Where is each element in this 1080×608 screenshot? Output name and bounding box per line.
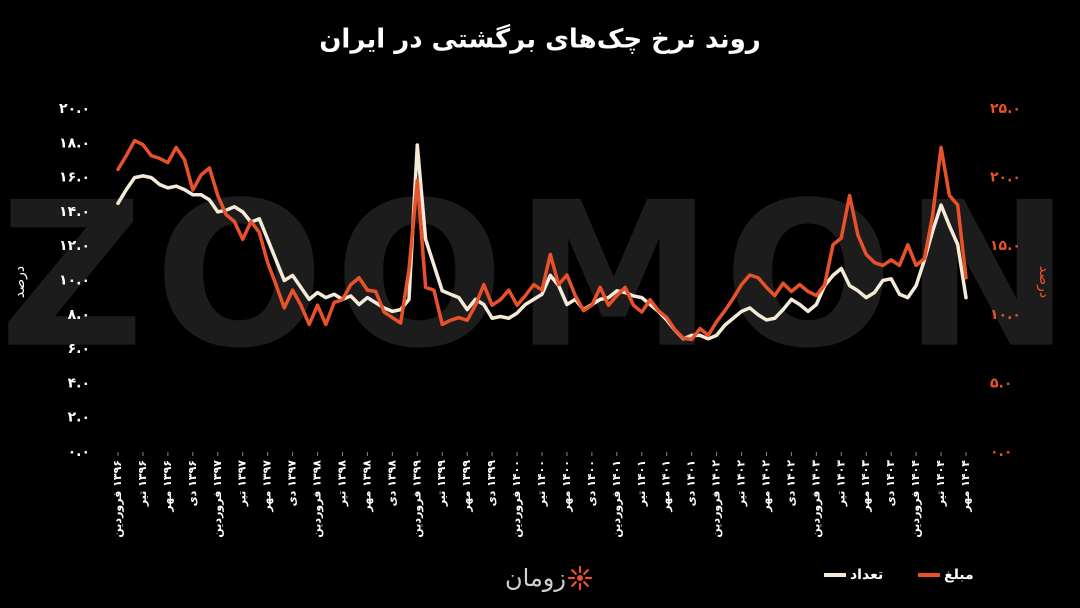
x-tick-label: ۱۴۰۱ فروردین (610, 460, 623, 538)
y-tick-label: ۱۰.۰ (59, 273, 90, 289)
y-tick-label: ۸.۰ (68, 307, 90, 323)
x-tick-label: ۱۳۹۸ دی (385, 460, 398, 507)
y2-axis-title: درصد (1036, 266, 1052, 298)
x-tick-label: ۱۴۰۴ تیر (934, 460, 947, 507)
y-tick-label: ۶.۰ (68, 341, 90, 357)
y-tick-label: ۱۴.۰ (59, 204, 90, 220)
y2-tick-label: ۲۵.۰ (990, 101, 1021, 117)
brand-logo (567, 565, 593, 591)
x-tick-label: ۱۴۰۱ دی (685, 460, 698, 506)
x-tick-label: ۱۳۹۶ دی (186, 460, 199, 506)
x-tick-label: ۱۴۰۱ تیر (635, 460, 648, 507)
y-tick-label: ۰.۰ (68, 444, 90, 460)
x-tick-label: ۱۴۰۰ مهر (560, 460, 573, 513)
x-tick-label: ۱۴۰۴ مهر (959, 460, 972, 513)
y-tick-label: ۲.۰ (68, 410, 90, 426)
y2-tick-label: ۵.۰ (990, 375, 1012, 391)
x-tick-label: ۱۴۰۳ تیر (834, 460, 847, 507)
y-tick-label: ۱۲.۰ (59, 238, 90, 254)
series-line (116, 138, 968, 342)
x-tick-label: ۱۳۹۷ دی (286, 460, 299, 507)
logo-rays (567, 565, 593, 591)
logo-dot (577, 575, 583, 581)
x-tick-label: ۱۴۰۴ فروردین (909, 460, 922, 538)
x-tick-label: ۱۳۹۸ تیر (335, 460, 348, 507)
brand-name: زومان (505, 564, 566, 592)
y-axis-title: درصد (12, 266, 28, 298)
y2-tick-label: ۱۰.۰ (990, 307, 1021, 323)
x-tick-label: ۱۴۰۰ فروردین (510, 460, 523, 538)
x-tick-label: ۱۳۹۷ مهر (261, 460, 274, 513)
x-tick-label: ۱۴۰۱ مهر (660, 460, 673, 513)
x-tick-label: ۱۳۹۸ فروردین (311, 460, 324, 538)
y2-tick-label: ۱۵.۰ (990, 238, 1021, 254)
x-tick-label: ۱۳۹۹ فروردین (410, 460, 423, 538)
x-tick-label: ۱۴۰۳ فروردین (809, 460, 822, 538)
y-tick-label: ۴.۰ (68, 375, 90, 391)
chart-title: روند نرخ چک‌های برگشتی در ایران (319, 24, 761, 55)
x-tick-label: ۱۳۹۹ تیر (435, 460, 448, 507)
y-tick-label: ۱۸.۰ (59, 135, 90, 151)
y2-tick-label: ۰.۰ (990, 444, 1012, 460)
x-tick-label: ۱۳۹۷ تیر (236, 460, 249, 507)
y-tick-label: ۲۰.۰ (59, 101, 90, 117)
x-tick-label: ۱۳۹۶ مهر (161, 460, 174, 513)
y-tick-label: ۱۶.۰ (59, 170, 90, 186)
x-tick-label: ۱۴۰۲ فروردین (710, 460, 723, 538)
x-tick-label: ۱۴۰۳ دی (884, 460, 897, 507)
x-tick-label: ۱۴۰۳ مهر (859, 460, 872, 513)
y2-tick-label: ۲۰.۰ (990, 170, 1021, 186)
x-tick-label: ۱۳۹۶ فروردین (111, 460, 124, 538)
x-tick-label: ۱۳۹۶ تیر (136, 460, 149, 507)
x-tick-label: ۱۴۰۲ مهر (759, 460, 772, 513)
x-tick-label: ۱۳۹۹ دی (485, 460, 498, 507)
x-tick-label: ۱۳۹۹ مهر (460, 460, 473, 513)
legend-label: تعداد (850, 567, 883, 583)
x-tick-label: ۱۳۹۷ فروردین (211, 460, 224, 538)
x-tick-label: ۱۴۰۰ تیر (535, 460, 548, 507)
x-tick-label: ۱۴۰۲ تیر (735, 460, 748, 507)
x-tick-label: ۱۴۰۲ دی (784, 460, 797, 507)
legend-label: مبلغ (944, 567, 974, 583)
watermark: ZOOMON (0, 160, 1080, 393)
x-tick-label: ۱۴۰۰ دی (585, 460, 598, 506)
x-tick-label: ۱۳۹۸ مهر (360, 460, 373, 513)
